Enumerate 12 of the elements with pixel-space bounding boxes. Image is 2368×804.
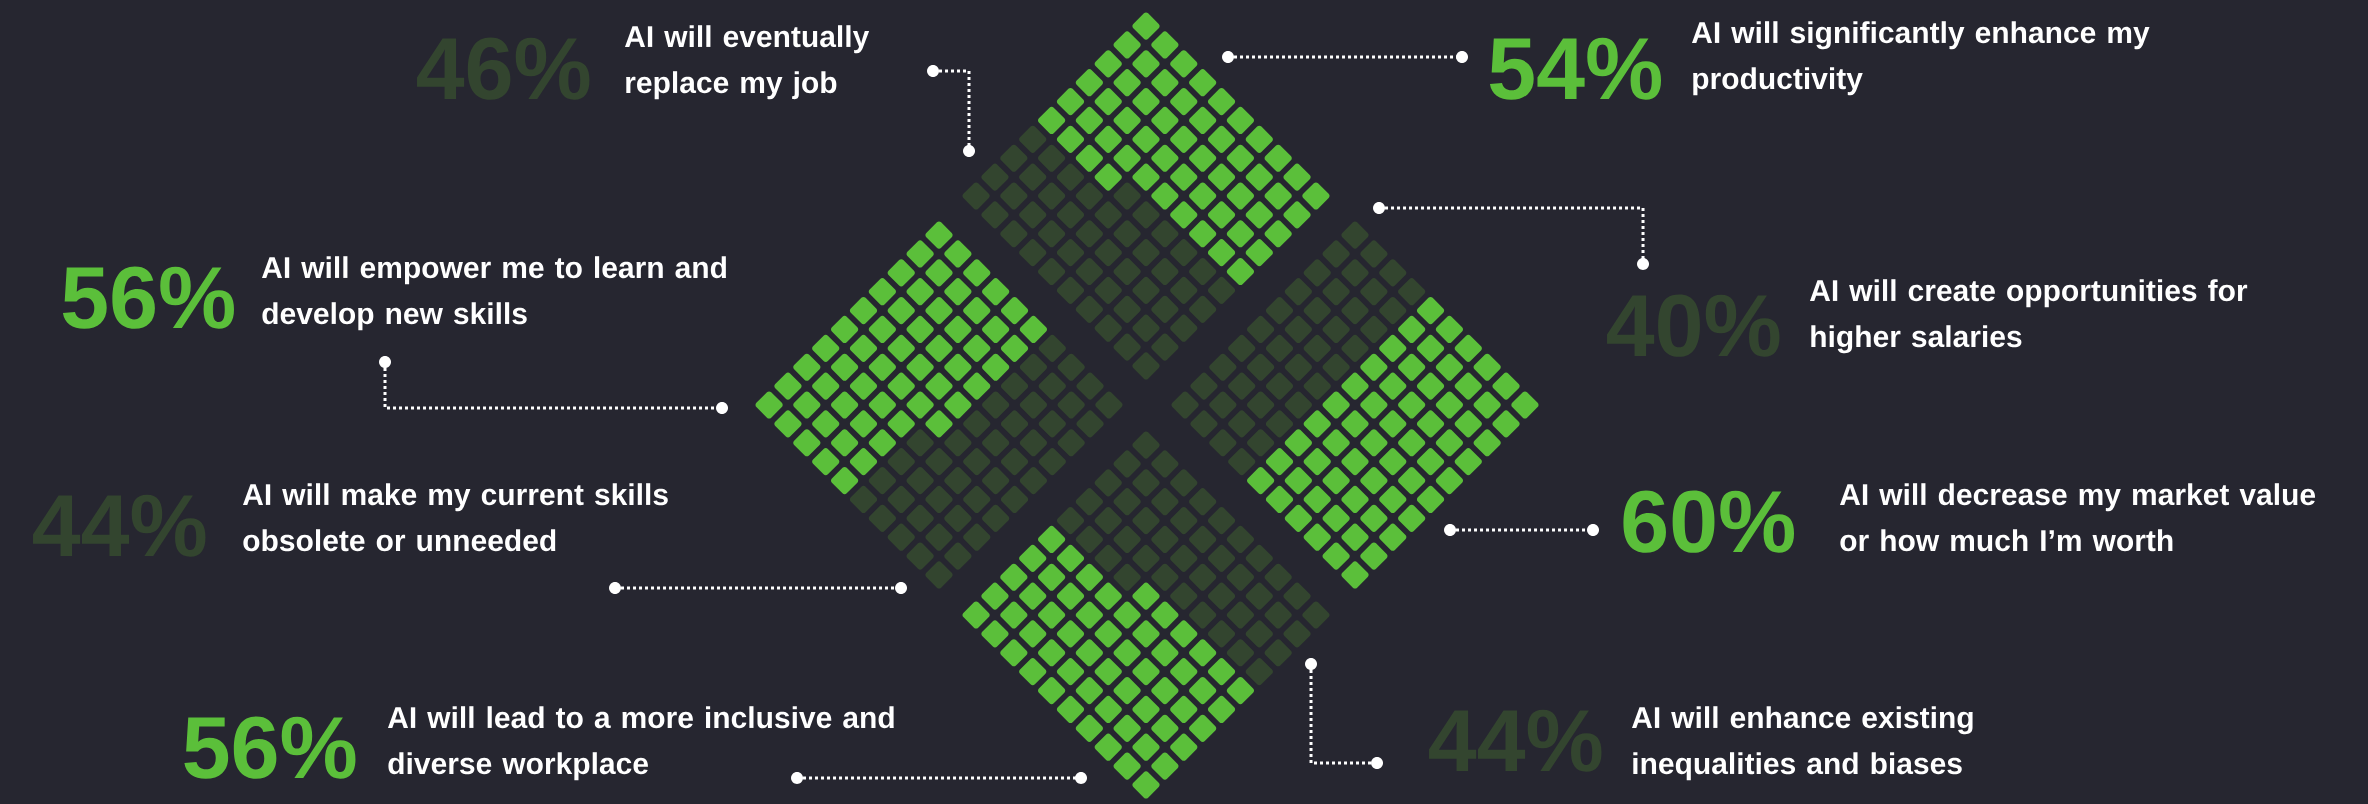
category-label: AI will lead to a more inclusive and diverse workplace (387, 706, 894, 781)
data-label: 56% (62, 266, 234, 329)
data-label: 60% (1623, 490, 1794, 553)
data-label: 54% (1489, 37, 1661, 100)
data-label: 56% (184, 716, 356, 779)
category-label: AI will make my current skills obsolete or unneeded (242, 483, 668, 552)
category-label: AI will enhance existing inequalities and biases (1631, 706, 1973, 781)
category-label: AI will significantly enhance my productivity (1691, 21, 2150, 96)
category-label: AI will eventually replace my job (624, 25, 870, 100)
category-label: AI will decrease my market value or how much I’m worth (1839, 483, 2316, 552)
category-label: AI will create opportunities for higher salaries (1809, 279, 2248, 354)
category-label: AI will empower me to learn and develop new skills (261, 256, 726, 331)
